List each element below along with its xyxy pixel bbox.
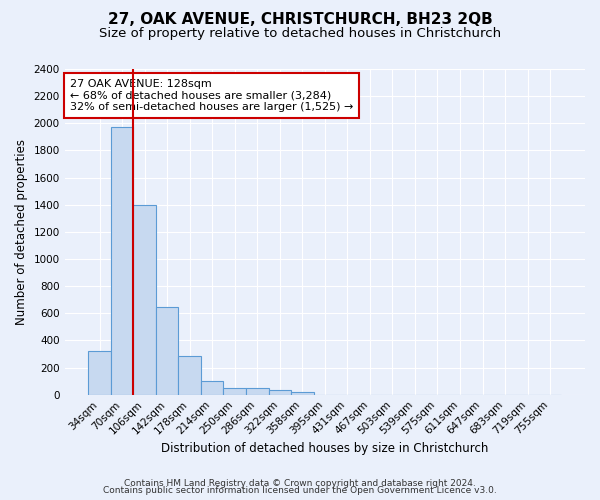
Bar [156, 306, 178, 394]
Text: 27 OAK AVENUE: 128sqm
← 68% of detached houses are smaller (3,284)
32% of semi-d: 27 OAK AVENUE: 128sqm ← 68% of detached … [70, 79, 353, 112]
Bar [223, 388, 246, 394]
Bar [201, 381, 223, 394]
Text: Size of property relative to detached houses in Christchurch: Size of property relative to detached ho… [99, 28, 501, 40]
Bar [291, 392, 314, 394]
Text: Contains HM Land Registry data © Crown copyright and database right 2024.: Contains HM Land Registry data © Crown c… [124, 478, 476, 488]
Text: 27, OAK AVENUE, CHRISTCHURCH, BH23 2QB: 27, OAK AVENUE, CHRISTCHURCH, BH23 2QB [107, 12, 493, 28]
Bar [133, 204, 156, 394]
Bar [246, 388, 269, 394]
Bar [88, 350, 111, 395]
Bar [178, 356, 201, 395]
X-axis label: Distribution of detached houses by size in Christchurch: Distribution of detached houses by size … [161, 442, 488, 455]
Bar [111, 128, 133, 394]
Bar [269, 390, 291, 394]
Text: Contains public sector information licensed under the Open Government Licence v3: Contains public sector information licen… [103, 486, 497, 495]
Y-axis label: Number of detached properties: Number of detached properties [15, 139, 28, 325]
